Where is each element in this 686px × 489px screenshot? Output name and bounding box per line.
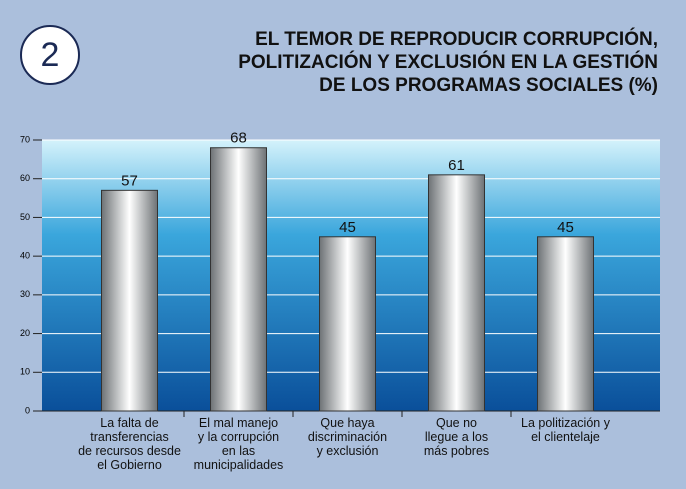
chart-title: EL TEMOR DE REPRODUCIR CORRUPCIÓN, POLIT…: [238, 29, 658, 96]
x-tick-label: El mal manejo y la corrupción en las mun…: [193, 416, 284, 472]
bar: [101, 189, 158, 412]
badge-number: 2: [41, 36, 60, 74]
badge-circle: [20, 25, 80, 85]
x-tick-label: Que haya discriminación y exclusión: [307, 416, 388, 458]
x-tick-label: La falta de transferencias de recursos d…: [78, 416, 181, 472]
value-label: 45: [557, 219, 574, 236]
y-tick-label: 0: [25, 405, 30, 415]
x-tick-label: Que no llegue a los más pobres: [423, 416, 490, 458]
bar: [428, 174, 485, 412]
x-tick-label: La politización y el clientelaje: [521, 416, 610, 444]
y-tick-label: 40: [20, 251, 30, 261]
y-tick-label: 30: [20, 289, 30, 299]
value-label: 45: [339, 219, 356, 236]
value-label: 57: [121, 172, 138, 189]
value-label: 68: [230, 130, 247, 147]
y-tick-label: 50: [20, 212, 30, 222]
y-tick-label: 10: [20, 367, 30, 377]
bar: [537, 236, 594, 412]
y-tick-label: 20: [20, 328, 30, 338]
value-label: 61: [448, 157, 465, 174]
bar: [319, 236, 376, 412]
y-tick-label: 70: [20, 134, 30, 144]
bar: [210, 147, 267, 412]
y-tick-label: 60: [20, 173, 30, 183]
